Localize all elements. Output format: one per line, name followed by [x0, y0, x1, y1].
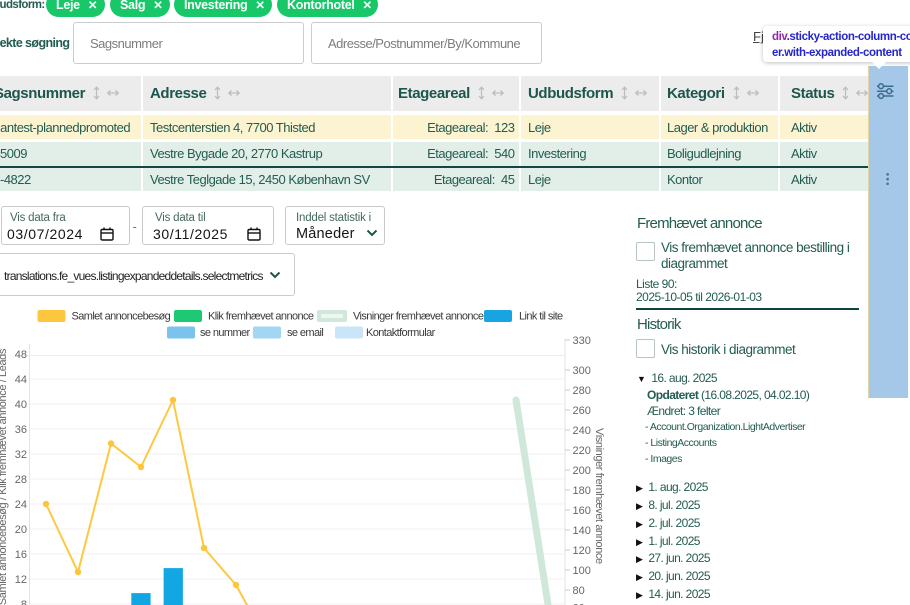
- svg-text:240: 240: [573, 425, 591, 437]
- svg-text:12: 12: [15, 574, 27, 586]
- svg-text:Klik fremhævet annonce: Klik fremhævet annonce: [208, 311, 314, 323]
- svg-text:16: 16: [15, 549, 27, 561]
- svg-text:Kontaktformular: Kontaktformular: [366, 327, 436, 339]
- svg-text:8: 8: [21, 599, 27, 605]
- svg-text:se nummer: se nummer: [200, 327, 251, 339]
- svg-text:Visninger fremhævet annonce: Visninger fremhævet annonce: [353, 311, 484, 323]
- svg-text:32: 32: [15, 449, 27, 461]
- svg-text:200: 200: [573, 465, 591, 477]
- svg-text:120: 120: [573, 545, 591, 557]
- svg-text:Visninger fremhævet annonce: Visninger fremhævet annonce: [593, 428, 605, 564]
- svg-text:140: 140: [573, 525, 591, 537]
- svg-text:100: 100: [573, 565, 591, 577]
- svg-text:60: 60: [573, 603, 585, 605]
- svg-text:300: 300: [573, 365, 591, 377]
- svg-text:se email: se email: [287, 327, 323, 339]
- svg-text:Samlet annoncebesøg: Samlet annoncebesøg: [72, 311, 171, 323]
- svg-text:36: 36: [15, 424, 27, 436]
- svg-text:24: 24: [15, 499, 27, 511]
- svg-text:220: 220: [573, 445, 591, 457]
- svg-text:260: 260: [573, 405, 591, 417]
- svg-text:48: 48: [15, 349, 27, 361]
- svg-text:Samlet annoncebesøg / Klik fre: Samlet annoncebesøg / Klik fremhævet ann…: [0, 348, 9, 605]
- svg-text:28: 28: [15, 474, 27, 486]
- svg-text:20: 20: [15, 524, 27, 536]
- svg-text:280: 280: [573, 385, 591, 397]
- svg-text:44: 44: [15, 374, 27, 386]
- svg-text:330: 330: [573, 335, 591, 347]
- svg-text:180: 180: [573, 485, 591, 497]
- svg-text:80: 80: [573, 585, 585, 597]
- svg-text:Link til site: Link til site: [519, 311, 563, 323]
- svg-text:40: 40: [15, 399, 27, 411]
- svg-text:160: 160: [573, 505, 591, 517]
